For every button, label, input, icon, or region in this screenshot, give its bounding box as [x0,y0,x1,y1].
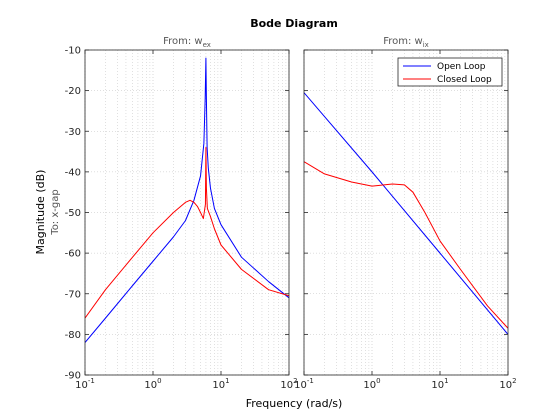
panel-title-2: From: wix [383,36,429,49]
y-tick-label: -20 [65,86,81,97]
legend-box [397,57,503,87]
y-tick-label: -10 [65,46,81,57]
panel-title-1-subscript: ex [203,41,211,49]
x-tick-label: 10-1 [75,377,95,391]
x-axis-label: Frequency (rad/s) [246,397,343,410]
series-layer [85,57,508,343]
series-open-loop-panel-1 [85,57,289,343]
grid-layer [84,49,509,376]
legend-entry-closed-loop: Closed Loop [437,75,492,85]
y-tick-label: -40 [65,167,81,178]
series-open-loop-panel-2 [304,92,508,335]
output-label: To: x-gap [50,189,61,235]
y-tick-label: -50 [65,208,81,219]
legend: Open Loop Closed Loop [397,57,503,87]
series-closed-loop-panel-2 [304,161,508,329]
panel-title-2-text: From: w [383,36,423,47]
legend-entry-open-loop: Open Loop [437,62,486,72]
y-tick-label: -70 [65,289,81,300]
y-axis-label: Magnitude (dB) [34,170,47,255]
chart-title: Bode Diagram [250,17,338,30]
x-tick-label: 102 [499,377,516,391]
y-tick-label: -90 [65,371,81,382]
x-tick-label: 102 [280,377,297,391]
x-tick-label: 100 [363,377,380,391]
series-closed-loop-panel-1 [85,147,289,319]
x-tick-label: 101 [431,377,448,391]
x-tick-label: 100 [144,377,161,391]
x-tick-label: 10-1 [294,377,314,391]
y-tick-label: -80 [65,330,81,341]
y-tick-label: -30 [65,127,81,138]
x-tick-label: 101 [212,377,229,391]
y-tick-label: -60 [65,249,81,260]
panel-title-1: From: wex [163,36,211,49]
panel-title-1-text: From: w [163,36,203,47]
panel-title-2-subscript: ix [423,41,429,49]
